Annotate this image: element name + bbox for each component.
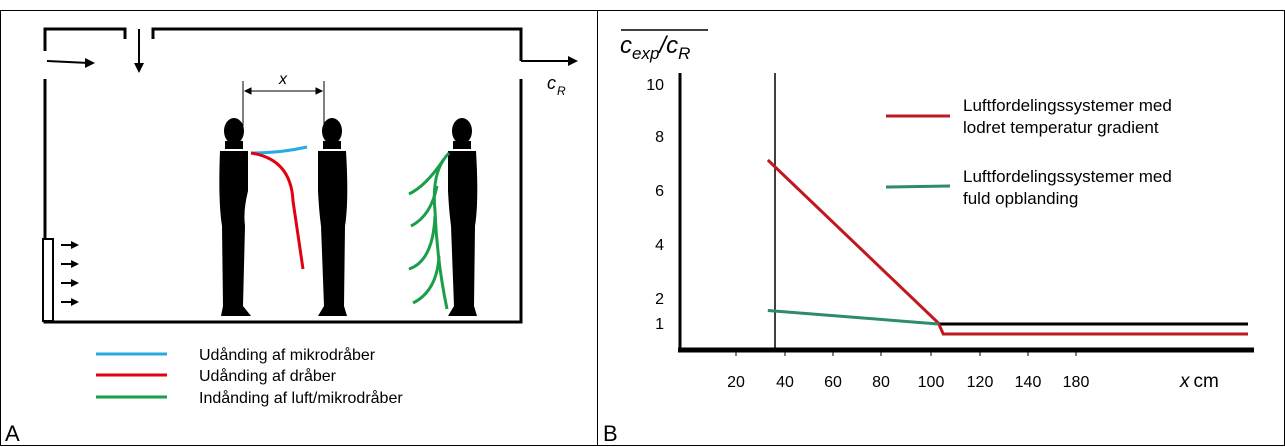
y-tick-label: 1 xyxy=(655,316,664,333)
legend-b-item-2-line2: fuld opblanding xyxy=(963,189,1078,208)
room-walls xyxy=(43,27,523,324)
legend-a-item-1: Udånding af mikrodråber xyxy=(199,346,376,364)
y-axis-title: cexp/cR xyxy=(620,29,708,63)
chart-b: cexp/cR 10 8 6 4 2 1 20 40 60 80 100 120 140 180 x cm… xyxy=(620,29,1254,392)
y-tick-label: 6 xyxy=(655,183,664,200)
y-tick-label: 4 xyxy=(655,237,664,254)
legend-b-item-1-line2: lodret temperatur gradient xyxy=(963,118,1159,137)
y-title-c: c xyxy=(620,32,632,59)
y-title-slash: /c xyxy=(657,32,678,59)
outlet-arrow-icon xyxy=(521,56,578,66)
room-diagram: c R x xyxy=(42,27,578,407)
y-tick-label: 2 xyxy=(655,291,664,308)
x-tick-label: 180 xyxy=(1063,374,1090,391)
svg-text:cexp/cR: cexp/cR xyxy=(620,32,690,63)
panel-b-letter: B xyxy=(603,421,618,446)
series-group xyxy=(766,158,1248,336)
y-tick-label: 8 xyxy=(655,129,664,146)
x-tick-label: 20 xyxy=(727,374,745,391)
x-tick-label: 120 xyxy=(967,374,994,391)
person-left-icon xyxy=(219,118,251,316)
x-ticks: 20 40 60 80 100 120 140 180 xyxy=(727,350,1089,391)
panel-b: cexp/cR 10 8 6 4 2 1 20 40 60 80 100 120 140 180 x cm… xyxy=(597,10,1285,446)
legend-b-item-1-line1: Luftfordelingssystemer med xyxy=(963,96,1172,115)
legend-a: Udånding af mikrodråber Udånding af dråb… xyxy=(96,346,403,407)
series-line-temperature-gradient xyxy=(766,158,1248,336)
microdroplet-exhale-line xyxy=(250,145,308,155)
panel-a: c R x xyxy=(0,10,598,446)
floor-inlet-device xyxy=(42,238,79,322)
series-line-full-mixing xyxy=(767,309,939,326)
x-tick-label: 100 xyxy=(918,374,945,391)
x-tick-label: 60 xyxy=(824,374,842,391)
down-arrow-icon xyxy=(134,29,144,73)
y-ticks: 10 8 6 4 2 1 xyxy=(646,77,664,333)
x-unit-label: x cm xyxy=(1179,371,1219,392)
inlet-arrow-icon xyxy=(46,58,95,68)
inhalation-plume xyxy=(408,151,451,310)
x-tick-label: 140 xyxy=(1015,374,1042,391)
y-tick-label: 10 xyxy=(646,77,664,94)
distance-indicator xyxy=(242,81,325,126)
outlet-label: c xyxy=(547,73,556,93)
droplet-exhale-line xyxy=(250,151,305,270)
x-tick-label: 40 xyxy=(776,374,794,391)
panel-a-letter: A xyxy=(5,421,20,446)
legend-a-item-3: Indånding af luft/mikrodråber xyxy=(199,389,403,407)
outlet-label-sub: R xyxy=(557,84,566,98)
distance-label: x xyxy=(278,71,288,88)
y-title-sub: exp xyxy=(632,44,659,63)
x-tick-label: 80 xyxy=(872,374,890,391)
legend-b: Luftfordelingssystemer med lodret temper… xyxy=(885,96,1172,208)
person-right-icon xyxy=(448,118,478,316)
y-title-r: R xyxy=(678,44,690,63)
legend-b-item-2-line1: Luftfordelingssystemer med xyxy=(963,167,1172,186)
person-middle-icon xyxy=(318,118,348,316)
legend-a-item-2: Udånding af dråber xyxy=(199,367,337,385)
